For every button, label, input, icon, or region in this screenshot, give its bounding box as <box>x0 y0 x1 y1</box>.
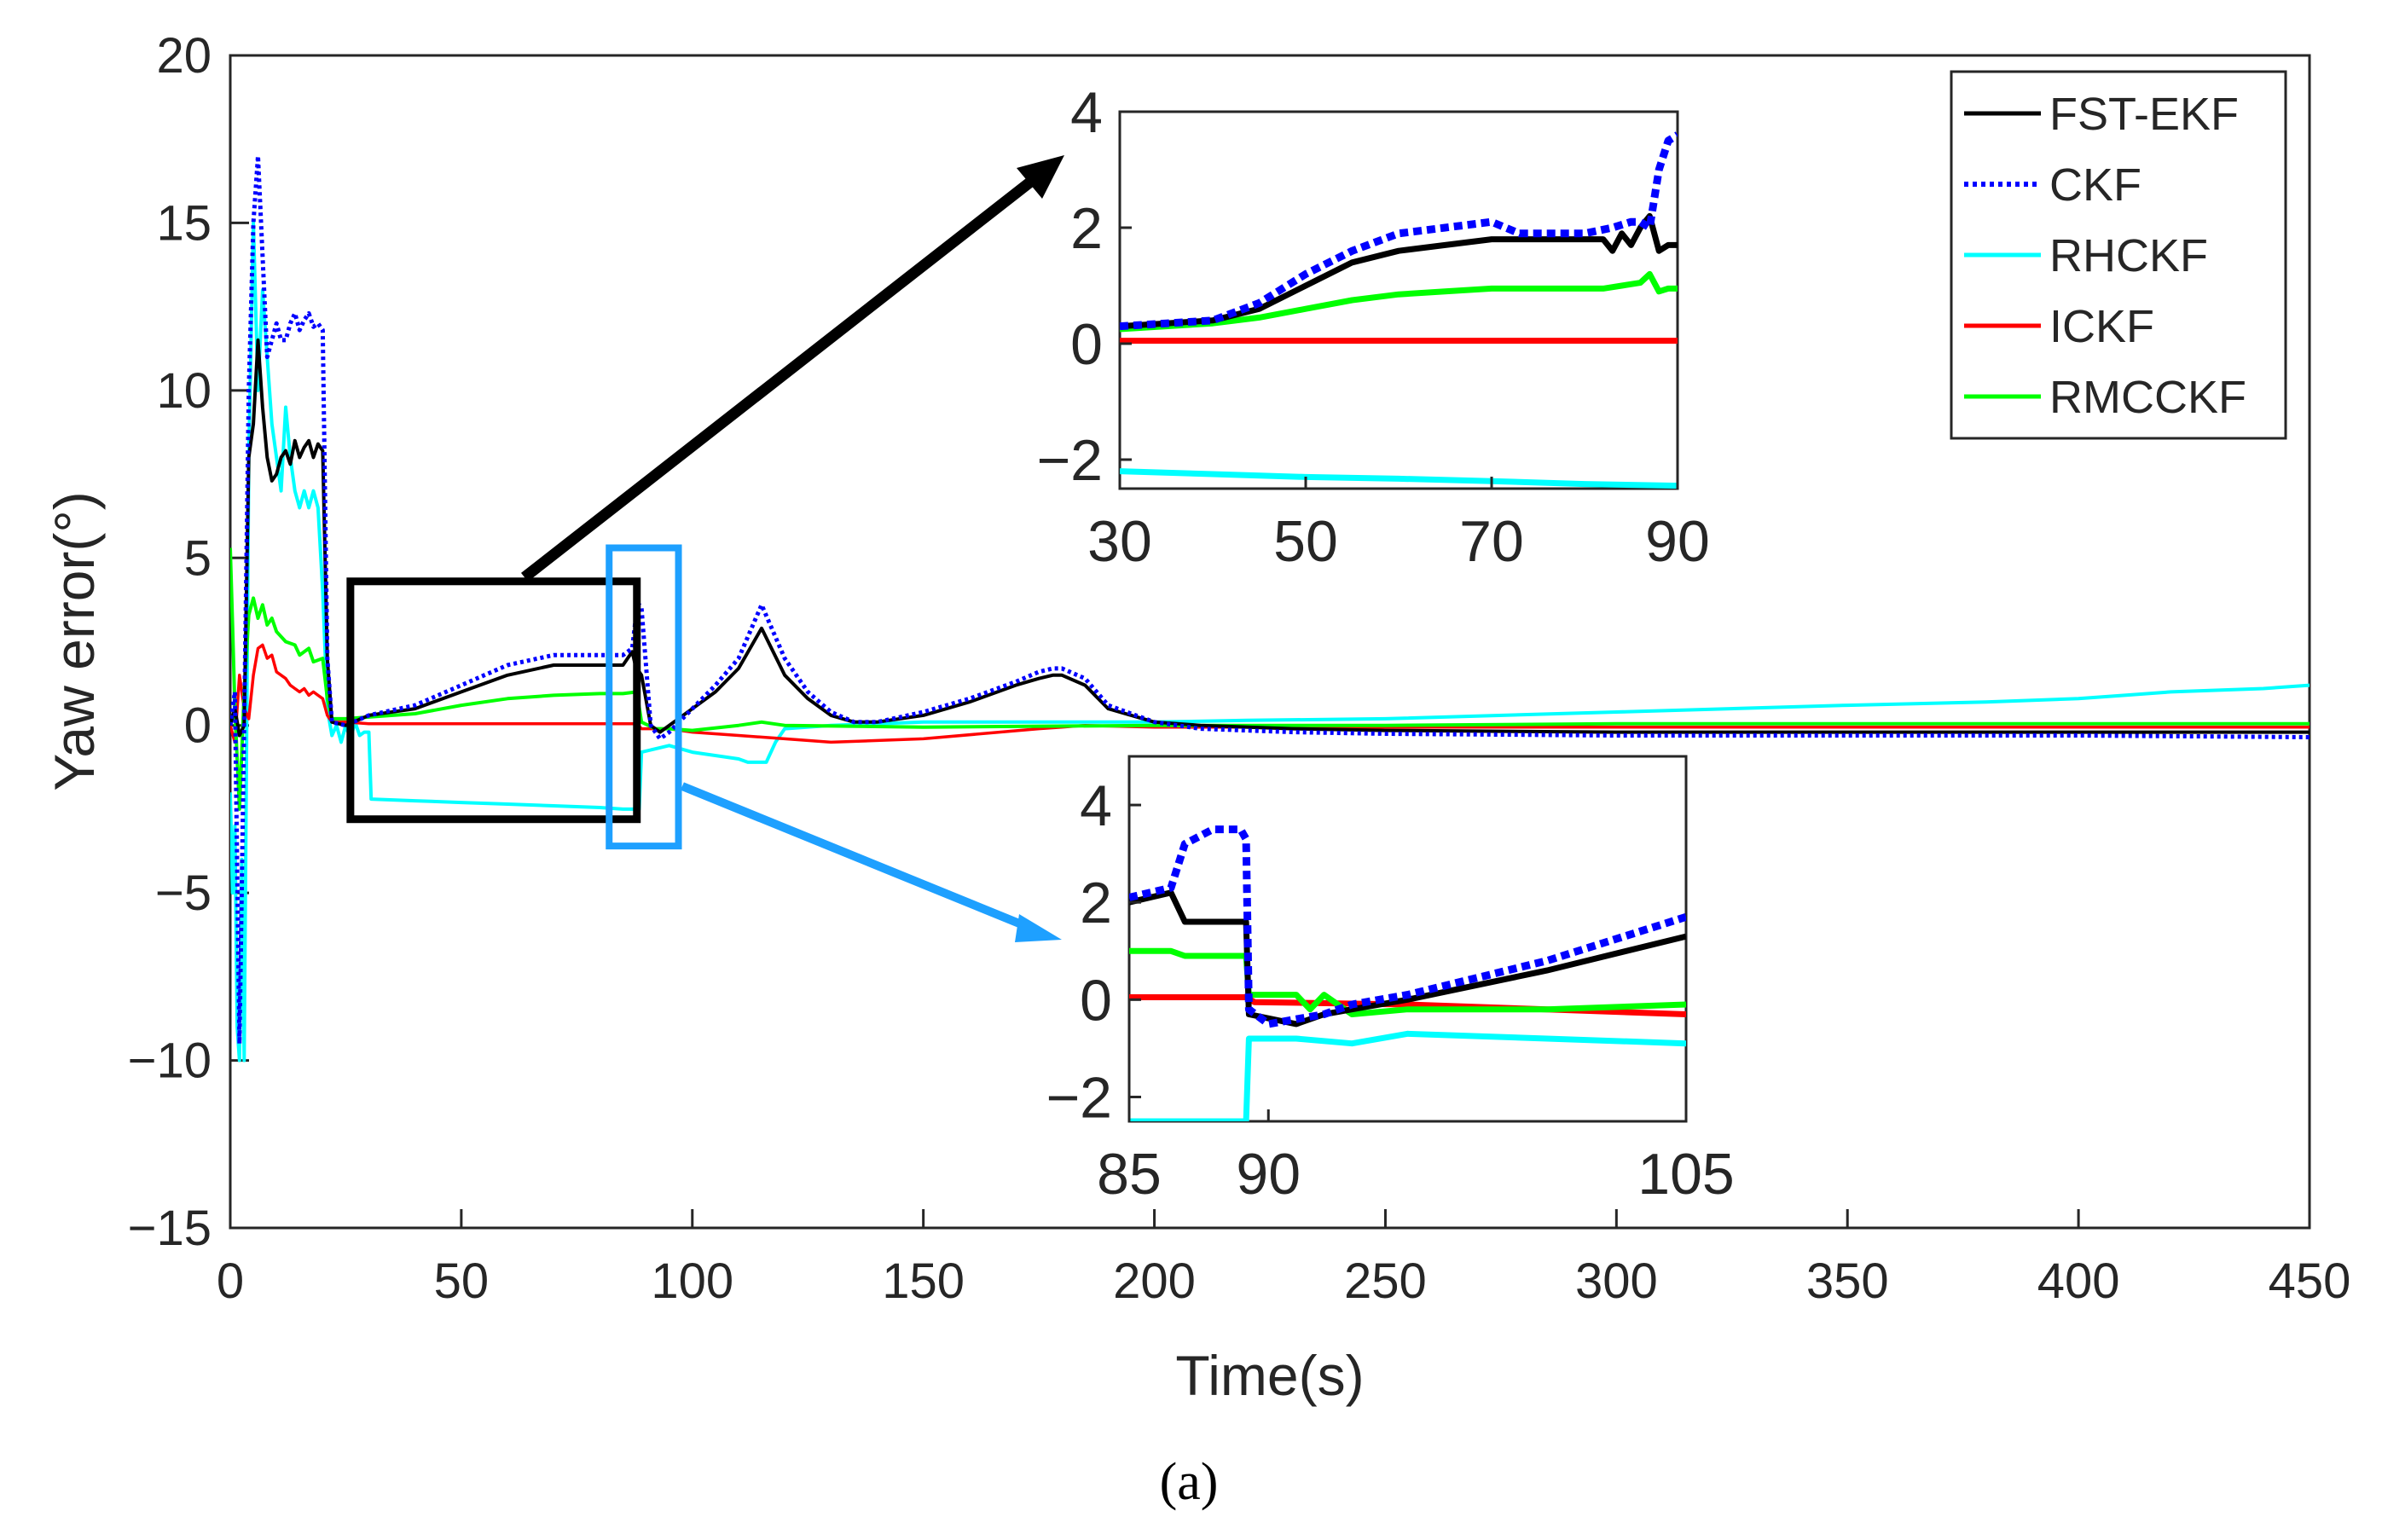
main-x-tick-label: 150 <box>882 1253 965 1309</box>
main-series-rhckf <box>230 221 2310 1062</box>
main-y-tick-label: 10 <box>156 363 212 419</box>
main-y-tick-label: 0 <box>184 698 212 754</box>
inset-upper-x-ticks: 30 50 70 90 <box>1087 477 1710 574</box>
inset-upper-axes: 30 50 70 90 4 2 0 −2 <box>1036 80 1709 574</box>
y-axis-label: Yaw error(°) <box>43 491 106 791</box>
inset-lower-x-ticks: 85 90 105 <box>1097 1109 1735 1207</box>
inset-upper-y-tick-label: −2 <box>1036 428 1103 493</box>
inset-lower-plot-area <box>1127 755 1688 1123</box>
main-x-tick-label: 0 <box>217 1253 244 1309</box>
inset-lower-series-group <box>1129 825 1686 1121</box>
highlight-boxes <box>346 544 682 850</box>
inset-upper-series-group <box>1120 131 1678 489</box>
main-x-tick-label: 400 <box>2037 1253 2120 1309</box>
main-y-tick-label: −5 <box>155 866 212 921</box>
zoom-arrow-black-head <box>1017 155 1064 199</box>
main-series-ckf <box>230 153 2310 1046</box>
inset-upper-y-ticks: 4 2 0 −2 <box>1036 80 1132 493</box>
main-series-fst-ekf <box>230 338 2310 738</box>
zoom-arrow-blue <box>681 782 1029 931</box>
legend-label-rhckf: RHCKF <box>2049 230 2208 281</box>
main-x-tick-label: 250 <box>1344 1253 1427 1309</box>
inset-upper-y-tick-label: 4 <box>1070 80 1103 145</box>
legend-label-ckf: CKF <box>2049 159 2141 211</box>
inset-lower-x-tick-label: 105 <box>1637 1142 1734 1207</box>
main-x-tick-label: 350 <box>1806 1253 1889 1309</box>
main-series-group <box>230 153 2310 1062</box>
zoom-box-black <box>346 577 641 824</box>
main-y-tick-label: −10 <box>128 1033 212 1089</box>
inset-lower-axes: 85 90 105 4 2 0 −2 <box>1046 755 1735 1207</box>
main-x-tick-label: 200 <box>1113 1253 1196 1309</box>
x-axis-label: Time(s) <box>1175 1344 1364 1407</box>
zoom-arrow-black <box>520 172 1040 582</box>
inset-lower-y-ticks: 4 2 0 −2 <box>1046 773 1141 1130</box>
main-y-tick-label: 5 <box>184 530 212 586</box>
inset-upper-x-tick-label: 90 <box>1645 509 1710 574</box>
inset-lower-y-tick-label: 2 <box>1080 871 1112 935</box>
inset-upper-y-tick-label: 2 <box>1070 196 1103 261</box>
main-y-tick-label: −15 <box>128 1201 212 1256</box>
inset-upper-x-tick-label: 50 <box>1273 509 1338 574</box>
figure-caption: (a) <box>1160 1453 1219 1511</box>
main-x-ticks: 0 50 100 150 200 250 300 350 400 450 <box>217 1209 2351 1309</box>
zoom-arrows <box>520 155 1064 942</box>
inset-lower-series-rmcckf <box>1129 947 1686 1017</box>
main-x-tick-label: 300 <box>1575 1253 1658 1309</box>
inset-upper-y-tick-label: 0 <box>1070 312 1103 377</box>
main-y-ticks: 20 15 10 5 0 −5 −10 −15 <box>128 28 249 1256</box>
inset-lower-series-ckf <box>1129 825 1686 1028</box>
inset-upper-plot-area <box>1118 110 1679 490</box>
legend-entries: FST-EKF CKF RHCKF ICKF RMCCKF <box>1964 89 2246 423</box>
inset-upper-x-tick-label: 70 <box>1459 509 1524 574</box>
inset-upper-series-rhckf <box>1120 468 1678 489</box>
main-x-tick-label: 450 <box>2269 1253 2351 1309</box>
main-y-tick-label: 15 <box>156 195 212 251</box>
inset-upper-series-ckf <box>1120 131 1678 331</box>
inset-lower-y-tick-label: −2 <box>1046 1065 1112 1130</box>
legend-label-fst-ekf: FST-EKF <box>2049 89 2239 140</box>
main-x-tick-label: 100 <box>651 1253 733 1309</box>
main-y-tick-label: 20 <box>156 28 212 84</box>
zoom-arrow-blue-head <box>1015 914 1062 942</box>
legend-label-ickf: ICKF <box>2049 301 2154 352</box>
zoom-box-blue <box>606 544 682 850</box>
inset-lower-series-fst-ekf <box>1129 889 1686 1028</box>
inset-lower-x-tick-label: 85 <box>1097 1142 1162 1207</box>
legend-label-rmcckf: RMCCKF <box>2049 372 2246 423</box>
legend: FST-EKF CKF RHCKF ICKF RMCCKF <box>1950 70 2287 440</box>
inset-lower-y-tick-label: 0 <box>1080 968 1112 1033</box>
inset-upper-series-rmcckf <box>1120 270 1678 333</box>
main-x-tick-label: 50 <box>434 1253 490 1309</box>
inset-lower-y-tick-label: 4 <box>1080 773 1112 838</box>
inset-lower-series-rhckf <box>1129 1030 1686 1121</box>
inset-lower-x-tick-label: 90 <box>1236 1142 1301 1207</box>
inset-upper-x-tick-label: 30 <box>1087 509 1152 574</box>
